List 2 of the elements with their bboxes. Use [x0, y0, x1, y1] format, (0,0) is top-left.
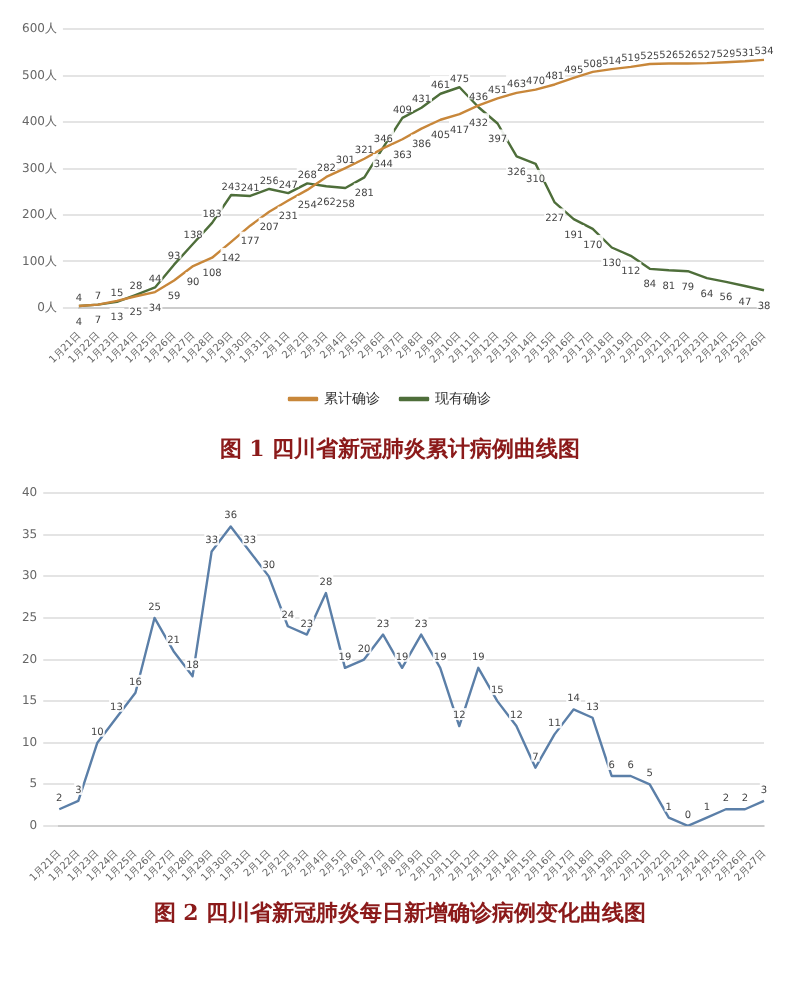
text: 图 1 四川省新冠肺炎累计病例曲线图: [217, 434, 583, 464]
text: 图 2 四川省新冠肺炎每日新增确诊病例变化曲线图: [151, 898, 649, 928]
